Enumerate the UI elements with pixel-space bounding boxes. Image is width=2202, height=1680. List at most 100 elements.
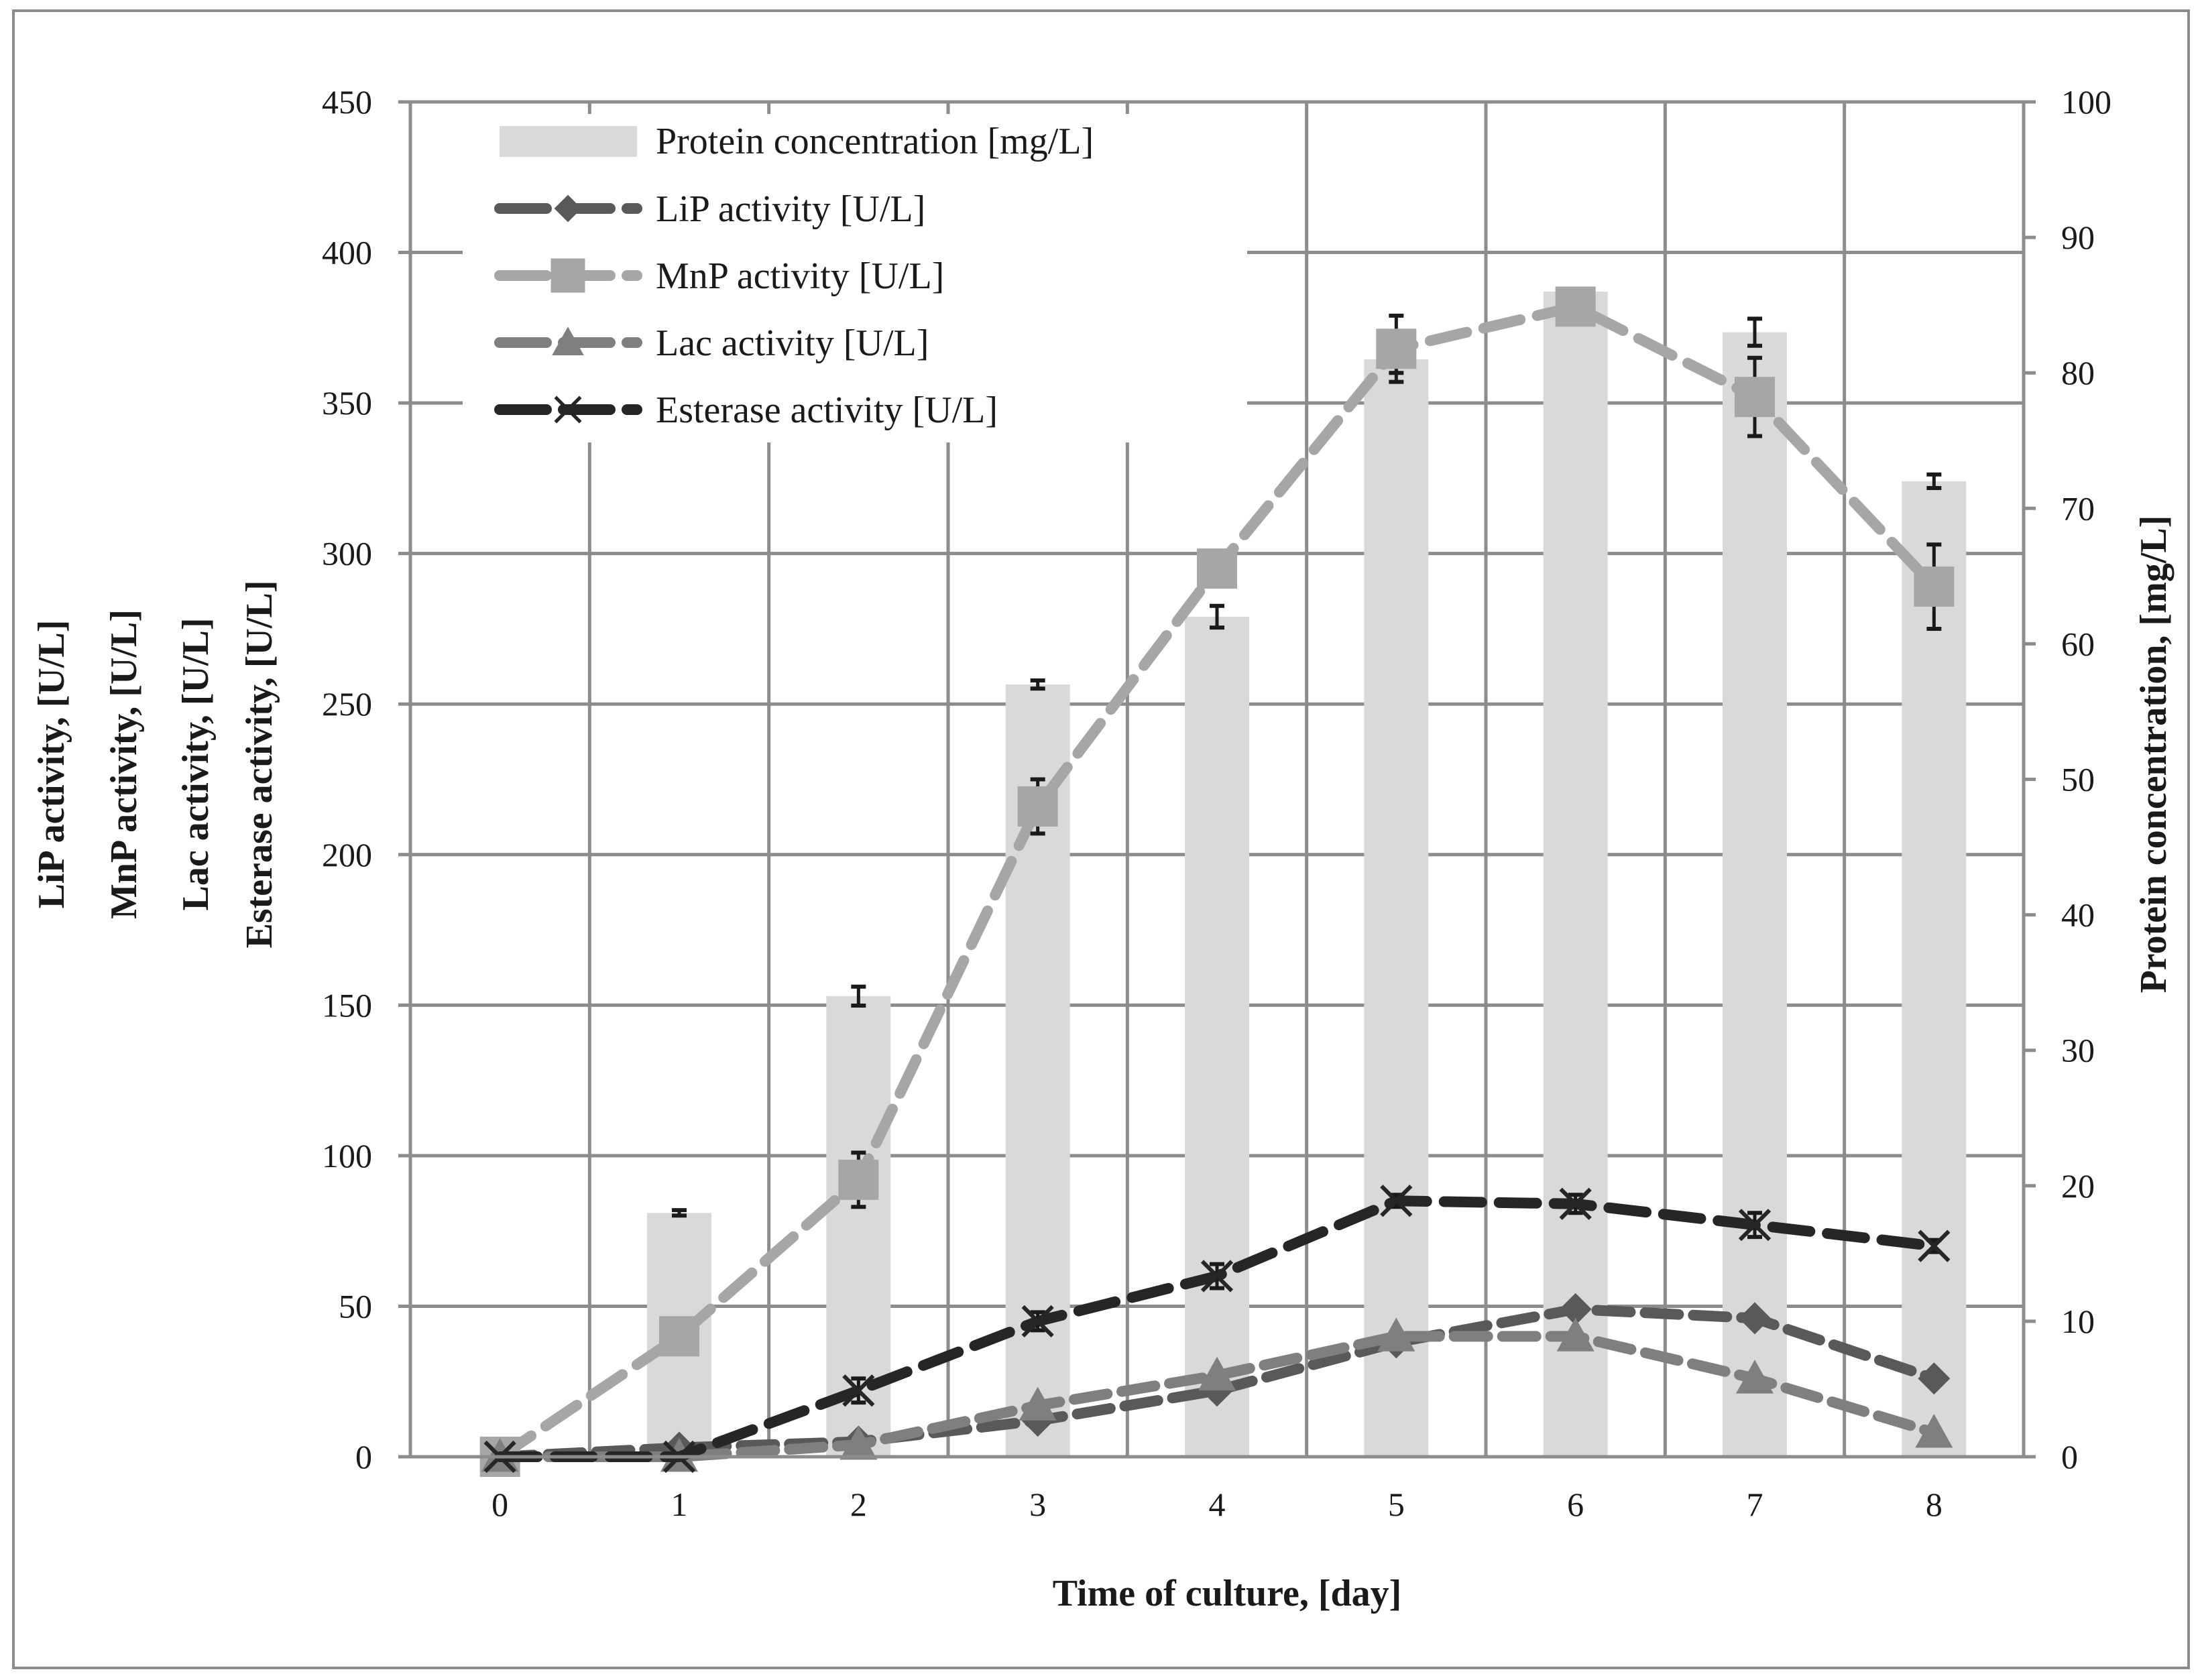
y-right-axis-title: Protein concentration, [mg/L] bbox=[2133, 516, 2175, 994]
data-point bbox=[1736, 1360, 1774, 1394]
protein-bars bbox=[647, 291, 1967, 1457]
tick-label: 90 bbox=[2061, 219, 2095, 256]
tick-label: 450 bbox=[322, 83, 372, 121]
marker-stroke bbox=[1200, 1260, 1234, 1293]
tick-label: 250 bbox=[322, 685, 372, 723]
y-left-axis-title-lac: Lac activity, [U/L] bbox=[175, 617, 217, 910]
data-point bbox=[1559, 1187, 1592, 1220]
protein-bar bbox=[1185, 616, 1249, 1457]
x-axis-title: Time of culture, [day] bbox=[1053, 1573, 1402, 1614]
protein-bar bbox=[1543, 291, 1608, 1457]
legend-swatch-triangle bbox=[494, 326, 642, 356]
legend-label-mnp: MnP activity [U/L] bbox=[656, 255, 944, 297]
tick-label: 0 bbox=[491, 1486, 508, 1523]
protein-error-bar bbox=[1747, 316, 1762, 348]
data-point bbox=[1559, 1293, 1592, 1325]
data-point bbox=[1197, 548, 1237, 589]
data-point bbox=[1376, 328, 1417, 369]
tick-label: 1 bbox=[671, 1486, 688, 1523]
tick-label: 300 bbox=[322, 535, 372, 573]
tick-label: 8 bbox=[1926, 1486, 1943, 1523]
data-point bbox=[1377, 1317, 1415, 1352]
legend-marker bbox=[554, 194, 582, 223]
data-point bbox=[1739, 1302, 1771, 1335]
tick-label: 150 bbox=[322, 986, 372, 1024]
data-point bbox=[1915, 1414, 1953, 1448]
series-diamond bbox=[483, 1293, 1951, 1473]
data-point bbox=[1019, 1386, 1057, 1421]
data-point bbox=[1198, 1356, 1236, 1391]
marker-stroke bbox=[1559, 1187, 1592, 1220]
protein-error-bar bbox=[1210, 603, 1224, 630]
tick-label: 2 bbox=[850, 1486, 867, 1523]
marker-stroke bbox=[842, 1374, 875, 1407]
tick-label: 50 bbox=[2061, 761, 2095, 798]
protein-error-bar bbox=[1030, 678, 1045, 691]
data-point bbox=[1735, 377, 1775, 418]
data-point bbox=[1380, 1185, 1413, 1217]
data-point bbox=[1914, 566, 1955, 607]
tick-label: 50 bbox=[339, 1287, 372, 1325]
legend-swatch-x bbox=[494, 396, 642, 424]
x-axis-ticks: 0 1 2 3 4 5 6 7 8 bbox=[491, 1486, 1943, 1523]
data-point bbox=[1556, 1317, 1595, 1352]
data-point bbox=[839, 1426, 878, 1460]
protein-error-bar bbox=[851, 984, 866, 1008]
legend-swatch-square bbox=[494, 258, 642, 293]
tick-label: 3 bbox=[1029, 1486, 1046, 1523]
protein-error-bar bbox=[1926, 472, 1942, 490]
legend-label-esterase: Esterase activity [U/L] bbox=[656, 389, 998, 431]
tick-label: 20 bbox=[2061, 1167, 2095, 1205]
y-left-axis-title-lip: LiP activity, [U/L] bbox=[31, 620, 72, 909]
left-axis-ticks: 0 50 100 150 200 250 300 350 400 450 bbox=[322, 83, 410, 1476]
tick-label: 4 bbox=[1209, 1486, 1226, 1523]
legend-marker bbox=[552, 326, 584, 356]
tick-label: 350 bbox=[322, 384, 372, 422]
data-point bbox=[1200, 1260, 1234, 1293]
data-point bbox=[1918, 1229, 1951, 1262]
tick-label: 400 bbox=[322, 234, 372, 272]
tick-label: 80 bbox=[2061, 354, 2095, 392]
protein-bar bbox=[1902, 481, 1967, 1457]
tick-label: 70 bbox=[2061, 489, 2095, 527]
data-point bbox=[1918, 1362, 1951, 1395]
legend-label-lac: Lac activity [U/L] bbox=[656, 322, 929, 364]
marker-stroke bbox=[554, 396, 582, 424]
data-point bbox=[842, 1374, 875, 1407]
tick-label: 100 bbox=[322, 1137, 372, 1175]
series-x bbox=[483, 1185, 1951, 1474]
protein-bar bbox=[1364, 359, 1429, 1457]
protein-error-bar bbox=[672, 1208, 687, 1218]
data-point bbox=[659, 1316, 699, 1357]
tick-label: 0 bbox=[355, 1438, 372, 1476]
tick-label: 200 bbox=[322, 836, 372, 874]
legend-marker bbox=[550, 258, 585, 293]
legend-marker bbox=[554, 396, 582, 424]
data-point bbox=[838, 1159, 879, 1200]
marker-stroke bbox=[1021, 1305, 1054, 1338]
tick-label: 100 bbox=[2061, 83, 2111, 121]
protein-bar bbox=[1723, 332, 1787, 1457]
y-left-axis-title-esterase: Esterase activity, [U/L] bbox=[239, 581, 280, 949]
legend-swatch-protein bbox=[500, 126, 637, 157]
data-point bbox=[1738, 1209, 1772, 1242]
legend: Protein concentration [mg/L] LiP activit… bbox=[463, 114, 1247, 442]
data-point bbox=[1021, 1305, 1054, 1338]
tick-label: 60 bbox=[2061, 625, 2095, 662]
tick-label: 5 bbox=[1388, 1486, 1405, 1523]
marker-stroke bbox=[1738, 1209, 1772, 1242]
tick-label: 40 bbox=[2061, 896, 2095, 934]
tick-label: 30 bbox=[2061, 1032, 2095, 1069]
marker-stroke bbox=[1380, 1185, 1413, 1217]
right-axis-ticks: 0 10 20 30 40 50 60 70 80 90 100 bbox=[2024, 83, 2111, 1476]
marker-stroke bbox=[1918, 1229, 1951, 1262]
data-point bbox=[1555, 286, 1596, 327]
tick-label: 0 bbox=[2061, 1438, 2078, 1476]
tick-label: 10 bbox=[2061, 1303, 2095, 1340]
legend-label-lip: LiP activity [U/L] bbox=[656, 188, 925, 230]
legend-label-protein: Protein concentration [mg/L] bbox=[656, 121, 1094, 162]
y-left-axis-title-mnp: MnP activity, [U/L] bbox=[103, 609, 145, 919]
tick-label: 6 bbox=[1567, 1486, 1584, 1523]
data-point bbox=[1017, 786, 1058, 827]
